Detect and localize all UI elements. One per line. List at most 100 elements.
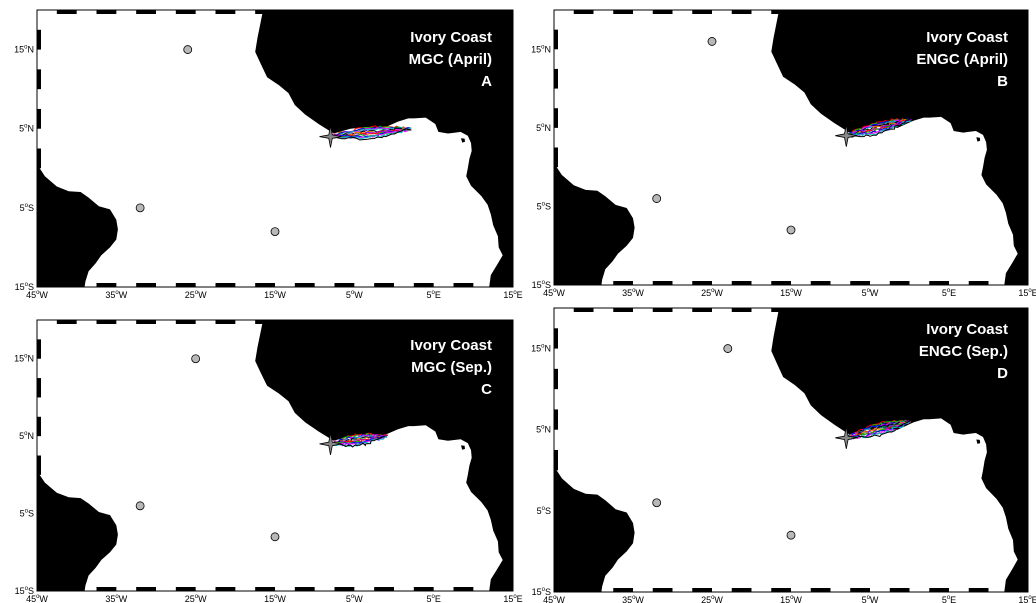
- station-marker: [723, 344, 733, 353]
- drifter-track: [844, 420, 910, 440]
- release-star-icon: [835, 426, 858, 449]
- tick-label: 25oW: [701, 288, 723, 298]
- map-panel-b: 45oW 35oW 25oW 15oW 5oW 5oE 15oE 15oN 5oN 5oS 15o…: [518, 0, 1036, 302]
- tick-label: 5oN: [536, 123, 551, 133]
- drifter-trajectories: [328, 125, 412, 141]
- tick-label: 25oW: [185, 290, 207, 300]
- tick-label: 45oW: [543, 288, 565, 298]
- panel-title-line1: Ivory Coast: [926, 321, 1008, 338]
- tick-label: 45oW: [543, 595, 565, 603]
- tick-label: 5oW: [862, 595, 879, 603]
- tick-label: 5oE: [942, 595, 956, 603]
- drifter-track: [844, 118, 911, 137]
- tick-label: 15oS: [15, 282, 34, 292]
- panel-title-line1: Ivory Coast: [410, 29, 492, 46]
- panel-title-line2: MGC (April): [409, 51, 492, 68]
- bioko-island: [976, 137, 981, 142]
- station-marker: [183, 45, 193, 54]
- drifter-track: [331, 127, 412, 140]
- bioko-island: [976, 439, 981, 444]
- tick-label: 15oE: [503, 594, 522, 603]
- tick-label: 15oN: [14, 45, 34, 55]
- drifter-track: [845, 421, 911, 439]
- tick-label: 5oN: [19, 431, 34, 441]
- tick-label: 35oW: [622, 288, 644, 298]
- panel-letter: B: [997, 73, 1008, 90]
- station-marker: [707, 37, 717, 46]
- tick-label: 5oS: [537, 506, 551, 516]
- release-star-icon: [319, 125, 342, 148]
- latitude-labels: 15oN 5oN 5oS 15oS: [14, 354, 34, 596]
- panel-title-line2: ENGC (Sep.): [919, 343, 1008, 360]
- latitude-labels: 15oN 5oN 5oS 15oS: [531, 44, 551, 290]
- tick-label: 5oE: [426, 594, 440, 603]
- tick-label: 5oE: [942, 288, 956, 298]
- release-point: [319, 432, 342, 455]
- drifter-trajectories: [844, 419, 912, 441]
- release-star-icon: [319, 432, 342, 455]
- longitude-labels: 45oW 35oW 25oW 15oW 5oW 5oE 15oE: [26, 594, 523, 603]
- drifter-track: [847, 420, 909, 440]
- africa-landmass: [771, 10, 1028, 285]
- tick-label: 15oE: [1018, 595, 1036, 603]
- release-point: [835, 426, 858, 449]
- station-markers: [652, 37, 796, 235]
- station-marker: [652, 498, 662, 508]
- tick-label: 5oW: [862, 288, 879, 298]
- release-star-icon: [835, 124, 858, 147]
- panel-title-line2: MGC (Sep.): [411, 359, 492, 376]
- drifter-track: [331, 128, 412, 141]
- station-markers: [652, 344, 796, 540]
- tick-label: 15oW: [780, 288, 802, 298]
- tick-label: 15oS: [532, 280, 551, 290]
- station-markers: [135, 45, 280, 237]
- tick-label: 25oW: [701, 595, 723, 603]
- tick-label: 15oW: [780, 595, 802, 603]
- station-marker: [652, 194, 662, 203]
- bioko-island: [461, 445, 465, 450]
- tick-label: 5oW: [346, 290, 363, 300]
- map-figure-d: 45oW 35oW 25oW 15oW 5oW 5oE 15oE 15oN5oN5oS15o…: [531, 307, 1036, 603]
- tick-label: 15oW: [264, 290, 286, 300]
- drifter-track: [331, 127, 410, 138]
- map-panel-c: 45oW 35oW 25oW 15oW 5oW 5oE 15oE 15oN 5oN 5oS 15o…: [0, 302, 523, 603]
- drifter-track: [847, 421, 911, 439]
- map-figure-c: 45oW 35oW 25oW 15oW 5oW 5oE 15oE 15oN5oN5oS15o…: [14, 319, 523, 603]
- tick-label: 15oN: [531, 44, 551, 54]
- map-figure-a: 45oW 35oW 25oW 15oW 5oW 5oE 15oE 15oN5oN5oS15o…: [14, 9, 523, 300]
- tick-label: 15oS: [15, 586, 34, 596]
- panel-letter: A: [481, 73, 492, 90]
- land-mass: [37, 320, 513, 591]
- latitude-labels: 15oN 5oN 5oS 15oS: [14, 45, 34, 292]
- release-point: [835, 124, 858, 147]
- map-panel-a: 45oW 35oW 25oW 15oW 5oW 5oE 15oE 15oN 5oN 5oS 15o…: [0, 0, 523, 302]
- tick-label: 15oE: [503, 290, 522, 300]
- africa-landmass: [771, 308, 1028, 592]
- land-mass: [554, 10, 1028, 285]
- africa-landmass: [255, 320, 513, 591]
- tick-label: 15oE: [1018, 288, 1036, 298]
- station-marker: [786, 225, 796, 235]
- tick-label: 5oW: [346, 594, 363, 603]
- map-figure-b: 45oW 35oW 25oW 15oW 5oW 5oE 15oE 15oN5oN5oS15o…: [531, 9, 1036, 298]
- map-panel-d: 45oW 35oW 25oW 15oW 5oW 5oE 15oE 15oN 5oN 5oS 15o…: [518, 302, 1036, 603]
- station-marker: [135, 203, 145, 213]
- land-mass: [37, 10, 513, 287]
- drifter-trajectories: [844, 118, 912, 138]
- latitude-labels: 15oN 5oN 5oS 15oS: [531, 344, 551, 597]
- tick-label: 5oE: [426, 290, 440, 300]
- panel-title-line1: Ivory Coast: [926, 29, 1008, 46]
- south-america-landmass: [37, 164, 118, 287]
- land-mass: [554, 308, 1028, 592]
- longitude-labels: 45oW 35oW 25oW 15oW 5oW 5oE 15oE: [26, 290, 523, 300]
- station-marker: [270, 532, 280, 542]
- tick-label: 35oW: [105, 594, 127, 603]
- longitude-labels: 45oW 35oW 25oW 15oW 5oW 5oE 15oE: [543, 595, 1036, 603]
- south-america-landmass: [554, 163, 635, 285]
- tick-label: 35oW: [622, 595, 644, 603]
- south-america-landmass: [554, 466, 635, 592]
- panel-title-line1: Ivory Coast: [410, 337, 492, 354]
- tick-label: 5oN: [536, 425, 551, 435]
- tick-label: 5oS: [20, 203, 34, 213]
- longitude-labels: 45oW 35oW 25oW 15oW 5oW 5oE 15oE: [543, 288, 1036, 298]
